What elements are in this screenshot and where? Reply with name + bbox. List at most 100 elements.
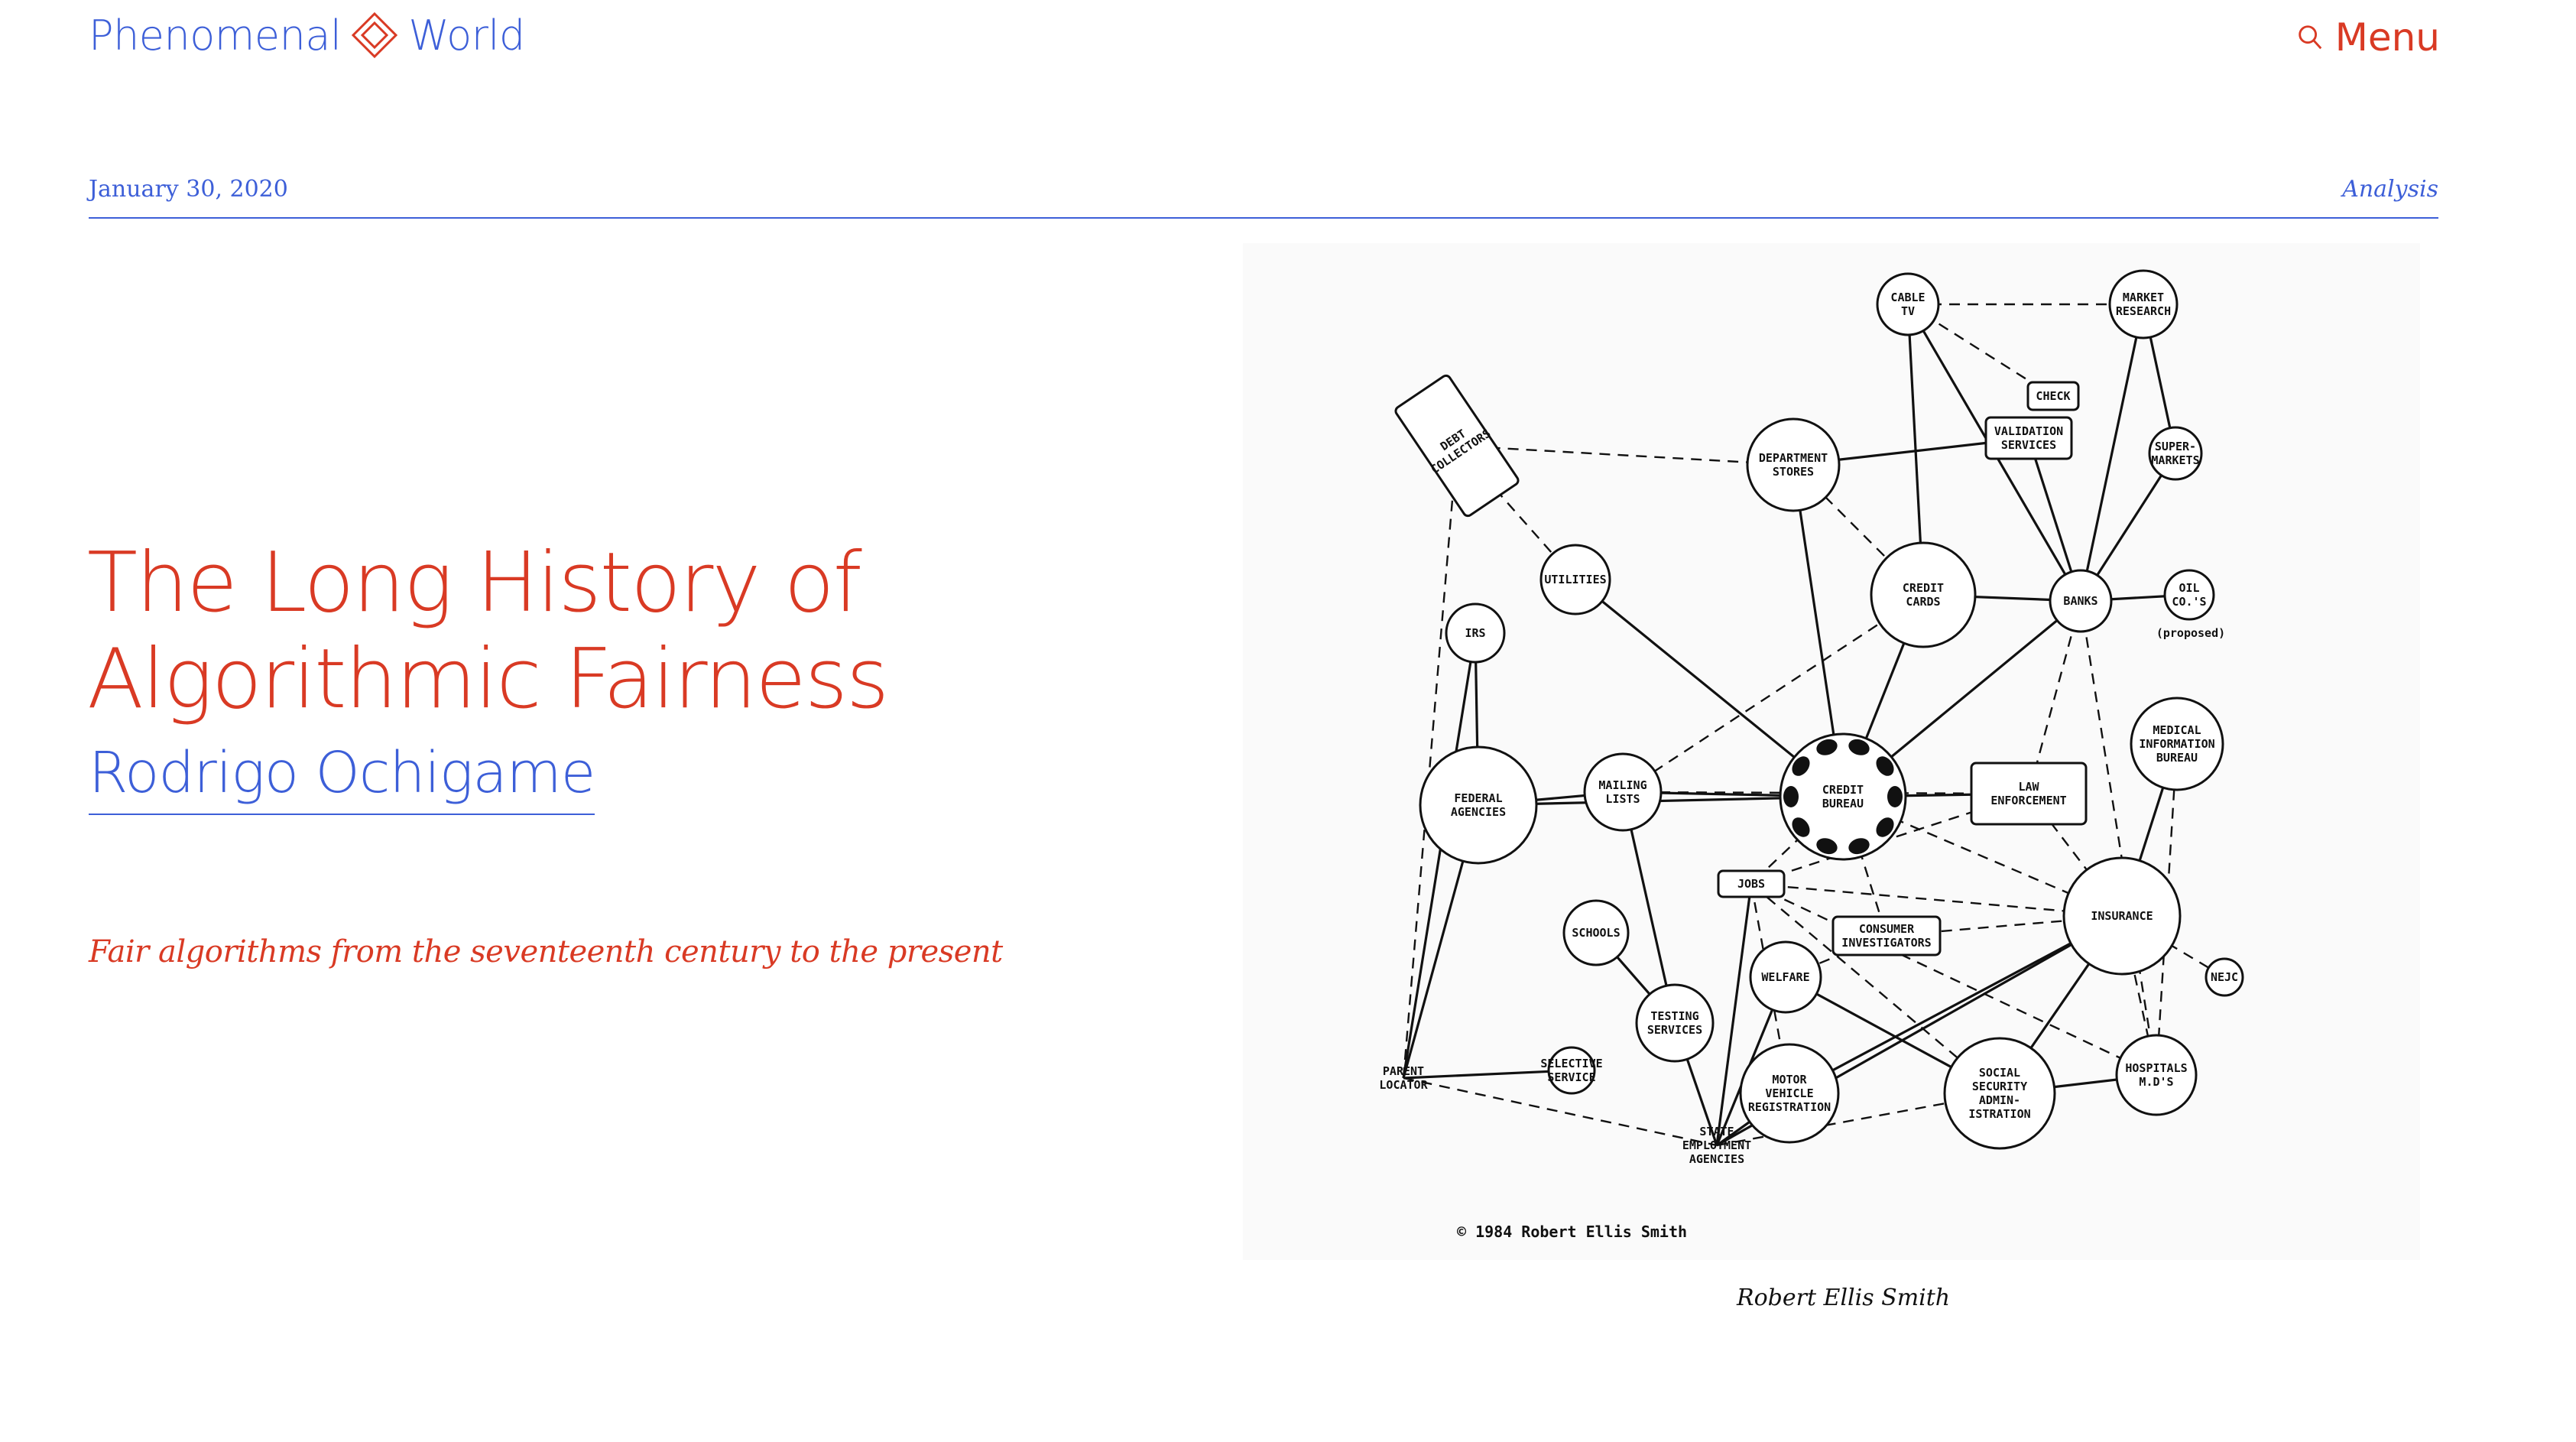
diagram-node-label: BUREAU [1822, 797, 1864, 810]
diagram-node-insurance: INSURANCE [2062, 856, 2182, 976]
edge-insurance-motor [1789, 914, 2123, 1095]
diagram-node-label: RESEARCH [2116, 304, 2171, 318]
diagram-node-label: LISTS [1605, 792, 1640, 806]
diagram-node-label: JOBS [1737, 877, 1765, 891]
edge-credit_cards-mailing [1622, 593, 1924, 794]
diagram-node-supermarkets: SUPER-MARKETS [2148, 426, 2203, 481]
logo-text-phenomenal: Phenomenal [89, 11, 342, 60]
diagram-node-label: PARENT [1383, 1064, 1424, 1078]
author-link[interactable]: Rodrigo Ochigame [89, 740, 595, 815]
search-icon [2298, 25, 2322, 50]
diagram-node-schools: SCHOOLS [1562, 899, 1630, 966]
edge-banks-hospitals [2079, 600, 2158, 1076]
edge-law-jobs [1750, 792, 2029, 885]
diagram-node-label: INSURANCE [2091, 909, 2153, 923]
diagram-node-label: OIL [2179, 581, 2199, 595]
diagram-node-label: STATE [1699, 1125, 1734, 1138]
diagram-node-label: DEPARTMENT [1759, 451, 1828, 465]
article-title: The Long History of Algorithmic Fairness [87, 535, 889, 727]
diagram-node-label: STORES [1773, 465, 1814, 479]
edge-debt_collectors-parent_locator [1402, 445, 1458, 1079]
diagram-node-utilities: UTILITIES [1539, 544, 1611, 615]
diagram-node-label: AGENCIES [1451, 805, 1506, 819]
menu-button[interactable]: Menu [2295, 15, 2440, 60]
edge-jobs-hospitals [1750, 882, 2157, 1077]
edge-market_research-banks [2079, 304, 2145, 602]
diagram-node-label: LAW [2018, 780, 2039, 794]
diagram-node-label: SOCIAL [1979, 1066, 2020, 1080]
edge-jobs-insurance [1750, 882, 2123, 917]
edge-credit_bureau-insurance [1842, 795, 2123, 917]
diagram-node-nejc: NEJC [2205, 957, 2244, 997]
diagram-node-proposed: (proposed) [2156, 626, 2225, 640]
logo-text-world: World [408, 11, 525, 60]
diagram-node-label: CABLE [1890, 291, 1925, 304]
edge-mailing-testing [1621, 791, 1676, 1024]
diagram-node-label: SERVICES [2001, 438, 2056, 452]
diagram-node-label: REGISTRATION [1748, 1100, 1831, 1114]
diagram-node-label: VALIDATION [1994, 424, 2063, 438]
diagram-node-check: CHECK [2026, 381, 2080, 411]
diagram-node-label: SECURITY [1972, 1080, 2027, 1093]
site-logo[interactable]: Phenomenal World [89, 11, 525, 60]
diagram-node-label: MARKET [2123, 291, 2164, 304]
diagram-node-label: ISTRATION [1968, 1107, 2030, 1121]
edge-parent_locator-state_employment [1403, 1077, 1718, 1147]
diagram-node-label: SERVICES [1647, 1023, 1702, 1037]
diagram-node-label: AGENCIES [1689, 1152, 1744, 1166]
diagram-node-label: INFORMATION [2139, 737, 2214, 751]
diagram-node-label: M.D'S [2139, 1075, 2173, 1089]
diagram-node-label: MEDICAL [2153, 723, 2201, 737]
diagram-node-label: ADMIN- [1979, 1093, 2020, 1107]
diagram-node-irs: IRS [1445, 602, 1506, 664]
edge-parent_locator-irs [1402, 632, 1477, 1079]
diagram-node-label: UTILITIES [1544, 573, 1606, 586]
article-figure: CABLE TV MARKET RESEARCH CHECK VALIDATION SERV… [1243, 243, 2420, 1260]
category-link[interactable]: Analysis [2342, 176, 2438, 203]
surveillance-network-diagram: CABLETVMARKETRESEARCHCHECKVALIDATIONSERV… [1379, 269, 2244, 1241]
diagram-node-label: FEDERAL [1454, 791, 1502, 805]
header-divider [89, 217, 2438, 219]
diagram-node-label: (proposed) [2156, 626, 2225, 640]
diagram-node-label: CREDIT [1822, 783, 1864, 797]
edge-banks-law [2027, 600, 2082, 794]
diagram-node-label: SERVICE [1547, 1070, 1595, 1084]
diagram-node-label: CARDS [1906, 595, 1940, 609]
diagram-node-label: IRS [1465, 626, 1485, 640]
diagram-node-label: CHECK [2036, 389, 2070, 403]
diagram-node-label: HOSPITALS [2125, 1061, 2187, 1075]
diagram-node-welfare: WELFARE [1749, 940, 1822, 1014]
diagram-node-label: TV [1901, 304, 1915, 318]
diagram-node-label: VEHICLE [1765, 1086, 1813, 1100]
diagram-node-label: EMPLOYMENT [1682, 1138, 1751, 1152]
diagram-node-label: SELECTIVE [1540, 1057, 1602, 1070]
diagram-node-label: NEJC [2211, 970, 2238, 984]
diagram-node-banks: BANKS [2049, 569, 2113, 633]
diagram-node-label: CONSUMER [1859, 922, 1915, 936]
diagram-node-label: CO.'S [2172, 595, 2206, 609]
figure-caption: Robert Ellis Smith [1737, 1284, 1951, 1311]
diagram-nodes: CABLETVMARKETRESEARCHCHECKVALIDATIONSERV… [1379, 269, 2244, 1166]
diagram-node-label: LOCATOR [1379, 1078, 1428, 1092]
edge-jobs-state_employment [1715, 883, 1753, 1146]
diagram-node-label: MOTOR [1772, 1073, 1807, 1086]
diagram-node-label: INVESTIGATORS [1841, 936, 1931, 950]
diagram-node-label: BANKS [2063, 594, 2097, 608]
